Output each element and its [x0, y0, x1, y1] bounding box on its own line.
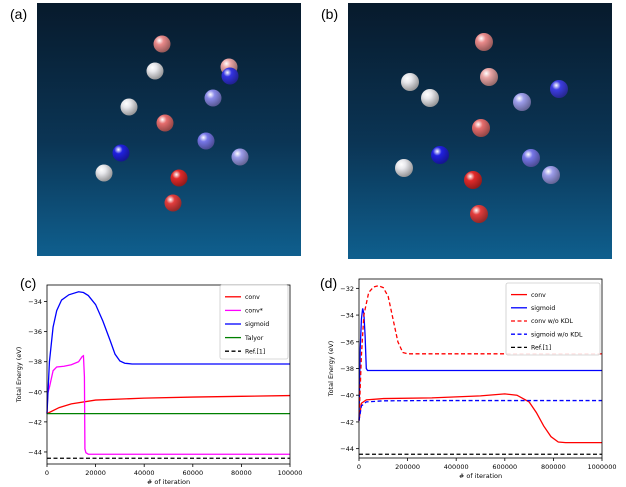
y-axis-label: Total Energy (eV): [327, 341, 335, 398]
sphere-red: [153, 35, 171, 53]
x-tick-label: 80000: [231, 469, 252, 477]
sphere-neutral: [421, 89, 439, 107]
x-tick-label: 100000: [278, 469, 303, 477]
sphere-red: [480, 68, 498, 86]
legend-label: Ref.[1]: [245, 348, 265, 355]
legend-label: Ref.[1]: [531, 345, 551, 352]
series-line: [46, 394, 291, 415]
sphere-neutral: [401, 73, 419, 91]
x-tick-label: 1000000: [588, 463, 617, 471]
sphere-neutral: [395, 159, 413, 177]
y-tick-label: −34: [28, 298, 42, 306]
scene-b-spheres: [395, 33, 568, 223]
sphere-neutral: [146, 62, 164, 80]
y-tick-label: −44: [340, 445, 354, 453]
x-axis-label: # of iteration: [147, 478, 190, 485]
plot-frame: [46, 284, 291, 465]
y-tick-label: −34: [340, 312, 354, 320]
y-tick-label: −36: [28, 328, 42, 336]
sphere-red: [164, 194, 182, 212]
x-tick-label: 40000: [134, 469, 155, 477]
legend-label: sigmoid w/o KDL: [531, 331, 583, 338]
legend-label: sigmoid: [531, 305, 555, 312]
sphere-red: [470, 205, 488, 223]
x-axis-label: # of iteration: [459, 472, 502, 480]
legend-label: conv*: [245, 308, 263, 315]
x-tick-label: 200000: [395, 463, 420, 471]
scene-b: [348, 3, 612, 259]
legend-label: conv: [245, 294, 260, 301]
series-line: [358, 284, 602, 421]
y-tick-label: −40: [340, 392, 354, 400]
chart-c: 0 20000 40000 60000 80000 100000 −44 −42 −40 −38 −…: [15, 284, 303, 485]
panel-label-d: (d): [320, 275, 338, 291]
chart-d: 0 200000 400000 600000 800000 1000000 −44 −42 −4…: [327, 278, 617, 480]
sphere-blue: [550, 80, 568, 98]
series-line: [46, 291, 290, 414]
series-line: [358, 399, 602, 421]
sphere-blue: [197, 132, 215, 150]
x-tick-label: 0: [45, 469, 49, 477]
sphere-blue: [112, 144, 130, 162]
x-tick-label: 600000: [492, 463, 517, 471]
y-axis-label: Total Energy (eV): [15, 347, 23, 404]
sphere-red: [475, 33, 493, 51]
sphere-red: [156, 114, 174, 132]
series-line: [358, 393, 602, 444]
y-tick-label: −42: [340, 418, 354, 426]
y-tick-label: −40: [28, 388, 42, 396]
y-tick-label: −32: [340, 285, 354, 293]
legend-label: conv w/o KDL: [531, 318, 573, 325]
legend-box: [219, 284, 289, 360]
sphere-blue: [431, 146, 449, 164]
x-tick-label: 60000: [182, 469, 203, 477]
panel-label-b: (b): [321, 6, 339, 22]
sphere-red: [472, 119, 490, 137]
sphere-blue: [204, 89, 222, 107]
y-tick-label: −42: [28, 418, 42, 426]
x-tick-label: 800000: [541, 463, 566, 471]
sphere-blue: [221, 67, 239, 85]
sphere-red: [464, 171, 482, 189]
y-tick-label: −36: [340, 338, 354, 346]
y-tick-label: −38: [340, 365, 354, 373]
panel-label-c: (c): [20, 275, 37, 291]
series-line: [46, 354, 290, 455]
sphere-blue: [231, 148, 249, 166]
y-tick-label: −38: [28, 358, 42, 366]
x-tick-label: 400000: [444, 463, 469, 471]
sphere-red: [170, 169, 188, 187]
y-tick-label: −44: [28, 448, 42, 456]
legend-label: Talyor: [244, 335, 264, 342]
sphere-neutral: [120, 98, 138, 116]
sphere-neutral: [95, 164, 113, 182]
legend-label: conv: [531, 292, 546, 299]
scene-a: [37, 3, 301, 256]
scene-a-spheres: [95, 35, 249, 212]
legend-label: sigmoid: [245, 321, 269, 328]
sphere-blue: [522, 149, 540, 167]
x-tick-label: 0: [357, 463, 361, 471]
x-tick-label: 20000: [85, 469, 106, 477]
panel-label-a: (a): [10, 6, 28, 22]
sphere-blue: [513, 93, 531, 111]
legend-box: [505, 282, 601, 356]
sphere-blue: [542, 166, 560, 184]
